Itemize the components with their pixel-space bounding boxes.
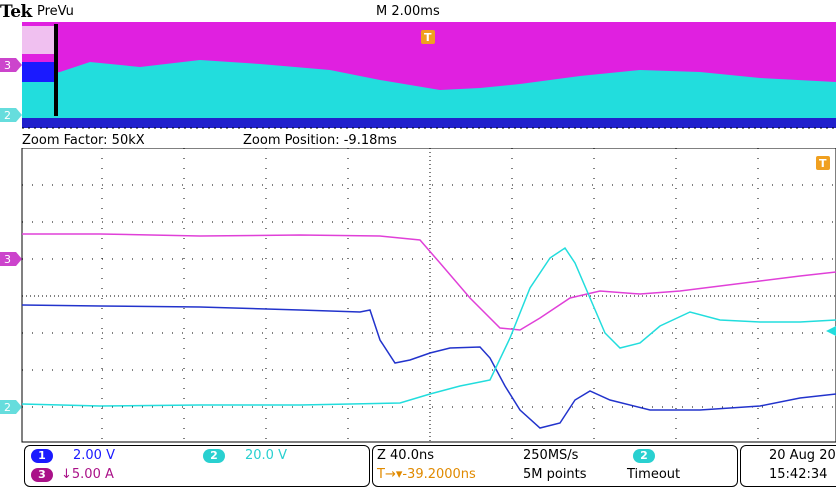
graticule-center-axes	[22, 148, 836, 442]
svg-text:3: 3	[4, 253, 11, 266]
ch3-marker-overview: 3	[0, 58, 22, 72]
graticule-frame	[21, 148, 836, 443]
svg-text:2: 2	[4, 401, 11, 414]
overview-ch2-envelope	[22, 60, 836, 118]
zoom-factor: Zoom Factor: 50kX	[22, 133, 145, 148]
record-length: 5M points	[523, 467, 587, 482]
ch3-marker-main: 3	[0, 252, 22, 266]
time-display: 15:42:34	[769, 467, 828, 482]
overview-ch1-band	[22, 118, 836, 128]
ch3-trace	[22, 233, 836, 331]
zoom-window-marker[interactable]	[54, 24, 58, 116]
zoom-position: Zoom Position: -9.18ms	[243, 133, 397, 148]
trigger-mode: Timeout	[627, 467, 681, 482]
ch1-trace	[21, 304, 836, 429]
trigger-source-badge[interactable]: 2	[633, 449, 655, 463]
horizontal-scale: M 2.00ms	[376, 4, 440, 19]
acquisition-panel[interactable]: Z 40.0ns 250MS/s T→▾-39.2000ns 5M points…	[372, 445, 738, 487]
main-waveform-display[interactable]: T 3 2	[0, 148, 836, 444]
ch3-badge[interactable]: 3	[31, 468, 53, 482]
ch1-badge[interactable]: 1	[31, 449, 53, 463]
overview-waveform[interactable]: 3 2 T	[0, 22, 836, 130]
svg-text:2: 2	[4, 109, 11, 122]
trigger-position: T→▾-39.2000ns	[377, 467, 476, 482]
sample-rate: 250MS/s	[523, 448, 579, 463]
ch2-offscreen-arrow-icon	[826, 326, 836, 336]
trigger-icon: T	[421, 30, 435, 44]
ch2-trace	[21, 246, 836, 407]
ch1-scale: 2.00 V	[73, 448, 115, 463]
svg-text:T: T	[424, 31, 432, 44]
ch2-marker-main: 2	[0, 400, 22, 414]
ch2-badge[interactable]: 2	[203, 449, 225, 463]
ch3-scale: ↓5.00 A	[61, 467, 114, 482]
trigger-icon-main: T	[816, 156, 830, 170]
ch2-scale: 20.0 V	[245, 448, 287, 463]
svg-text:3: 3	[4, 59, 11, 72]
brand-logo: Tek	[0, 2, 32, 22]
datetime-panel: 20 Aug 20 15:42:34	[740, 445, 836, 487]
zoom-timebase: Z 40.0ns	[377, 448, 434, 463]
date-display: 20 Aug 20	[769, 448, 836, 463]
acquisition-mode: PreVu	[37, 4, 74, 19]
overview-start-burst	[22, 26, 56, 54]
channel-settings-panel[interactable]: 1 2.00 V 2 20.0 V 3 ↓5.00 A	[24, 445, 370, 487]
svg-text:T: T	[819, 157, 827, 170]
overview-start-ch1	[22, 62, 56, 82]
ch2-marker-overview: 2	[0, 108, 22, 122]
